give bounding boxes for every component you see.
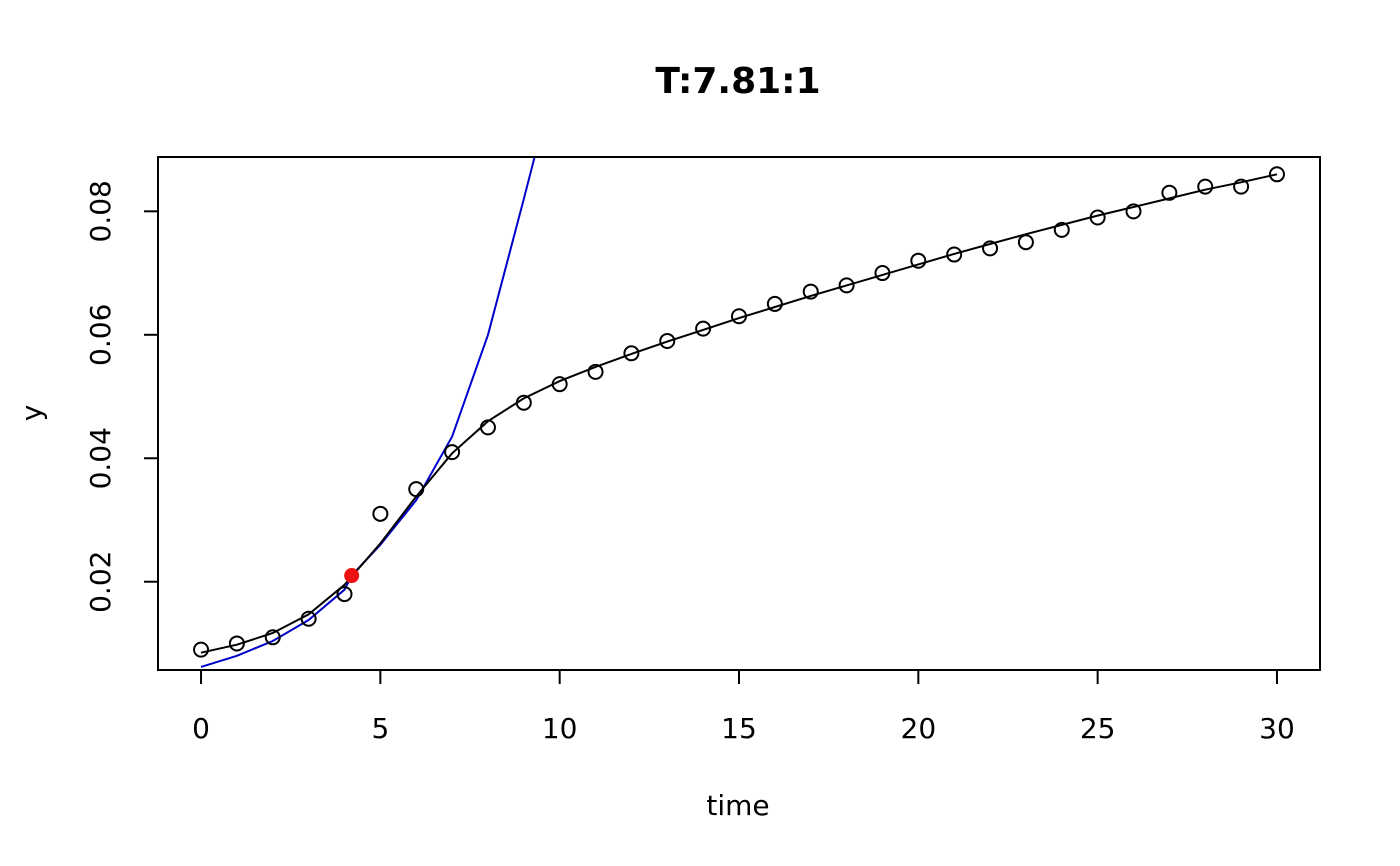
x-tick-label: 15 (721, 712, 757, 745)
chart-title: T:7.81:1 (655, 61, 820, 102)
plot-frame (157, 156, 1321, 671)
x-tick-label: 0 (192, 712, 210, 745)
tangent-curve-line (200, 158, 536, 668)
data-point (838, 277, 855, 294)
y-tick-label: 0.02 (84, 551, 117, 613)
data-point (1053, 221, 1070, 238)
data-point (623, 345, 640, 362)
data-point (300, 610, 317, 627)
data-point (766, 295, 783, 312)
data-point (1233, 178, 1250, 195)
x-axis-label: time (706, 789, 769, 822)
data-point (946, 246, 963, 263)
fit-curve-line (200, 173, 1278, 654)
data-point (408, 481, 425, 498)
y-tick-label: 0.04 (84, 427, 117, 489)
data-point (1017, 234, 1034, 251)
data-point (1197, 178, 1214, 195)
data-point (731, 308, 747, 325)
data-point (193, 641, 210, 658)
data-point (587, 363, 604, 380)
x-tick-label: 25 (1080, 712, 1116, 745)
y-axis: 0.02 0.04 0.06 0.08 (84, 180, 159, 613)
x-axis: 0 5 10 15 20 25 30 (192, 669, 1295, 745)
data-point (515, 394, 532, 411)
data-point (228, 635, 245, 652)
data-point (444, 444, 461, 461)
series-layer (193, 158, 1285, 668)
data-point (1089, 209, 1106, 226)
data-point (551, 376, 568, 393)
data-point (659, 332, 676, 349)
x-tick-label: 10 (542, 712, 578, 745)
x-tick-label: 30 (1259, 712, 1295, 745)
data-point (910, 252, 927, 269)
max-rate-point (344, 568, 360, 584)
data-point (1161, 184, 1178, 201)
data-point (1125, 203, 1142, 220)
data-point (695, 320, 712, 337)
data-point (802, 283, 819, 300)
data-point (372, 505, 389, 522)
x-tick-label: 20 (901, 712, 937, 745)
data-point (264, 629, 281, 646)
data-point (479, 419, 496, 436)
y-tick-label: 0.08 (84, 180, 117, 242)
data-point (874, 265, 891, 282)
data-point (1268, 166, 1285, 183)
x-tick-label: 5 (371, 712, 389, 745)
data-point (336, 586, 353, 603)
y-axis-label: y (15, 405, 48, 422)
data-point (982, 240, 999, 257)
y-tick-label: 0.06 (84, 304, 117, 366)
